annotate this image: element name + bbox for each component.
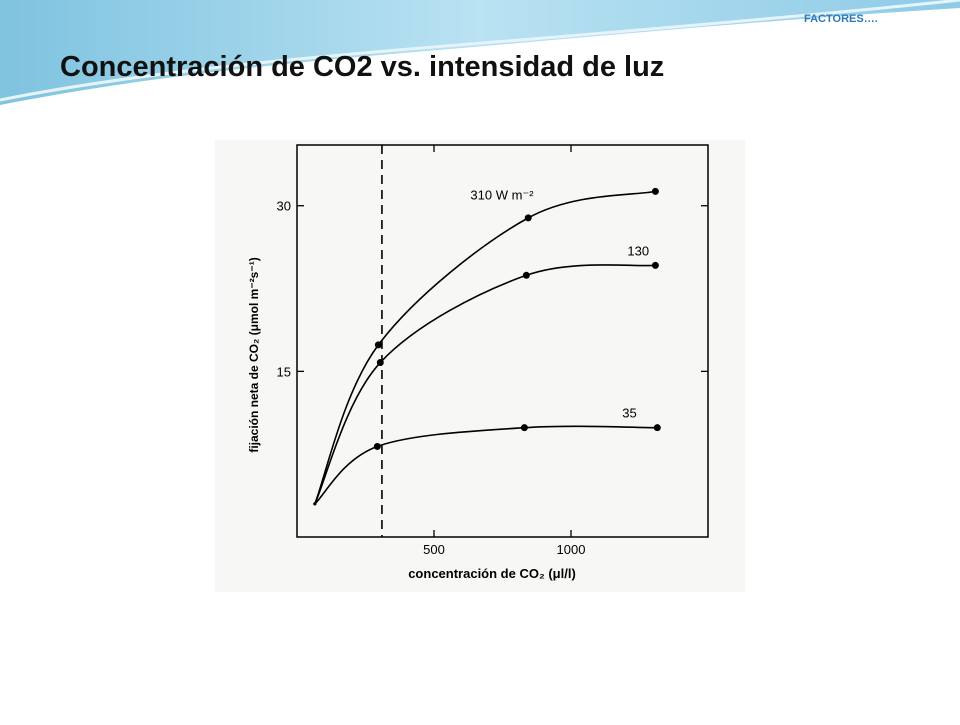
data-point (313, 502, 317, 506)
slide-title: Concentración de CO2 vs. intensidad de l… (60, 51, 664, 83)
series-label: 130 (627, 243, 649, 258)
data-point (653, 424, 661, 432)
figure-background (215, 140, 745, 592)
series-label: 310 W m⁻² (470, 187, 534, 202)
data-point (524, 214, 532, 222)
x-tick-label: 500 (423, 542, 445, 557)
y-tick-label: 15 (277, 364, 291, 379)
y-axis-label: fijación neta de CO₂ (μmol m⁻²s⁻¹) (247, 257, 261, 452)
data-point (373, 442, 381, 450)
series-line (314, 190, 656, 505)
series-line (314, 425, 658, 505)
data-point (651, 261, 659, 269)
x-axis-label: concentración de CO₂ (μl/l) (408, 566, 576, 581)
y-tick-label: 30 (277, 199, 291, 214)
data-point (522, 271, 530, 279)
plot-frame (296, 144, 709, 538)
header-wave (0, 0, 960, 105)
x-tick-label: 1000 (557, 542, 586, 557)
data-point (520, 424, 528, 432)
series-line (314, 264, 656, 505)
data-point (374, 341, 382, 349)
data-point (376, 359, 384, 367)
data-point (651, 187, 659, 195)
series-label: 35 (622, 406, 636, 421)
slide-tag: FACTORES…. (804, 13, 878, 25)
wave-line (0, 0, 960, 102)
